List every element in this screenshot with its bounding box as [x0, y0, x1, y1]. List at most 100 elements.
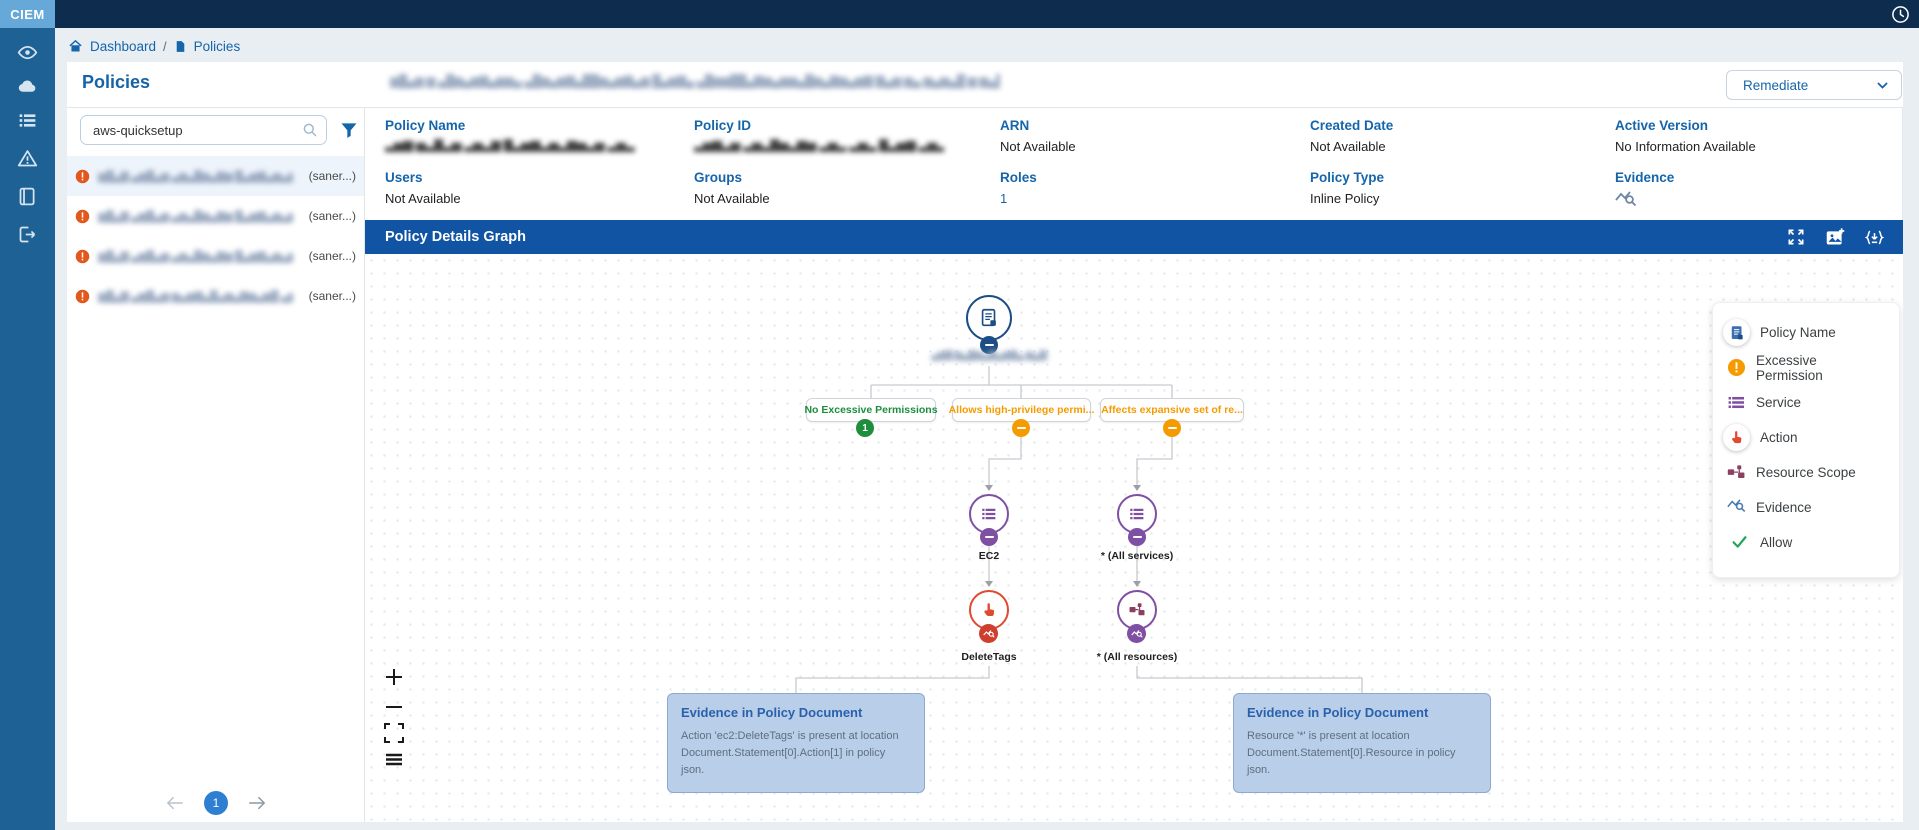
legend-item: Resource Scope	[1727, 455, 1885, 490]
legend-item: Excessive Permission	[1727, 350, 1885, 385]
field-label[interactable]: Policy Type	[1310, 170, 1385, 185]
graph-connectors	[795, 366, 1363, 693]
zoom-out-icon[interactable]	[383, 696, 405, 718]
service-node-label: * (All services)	[1100, 550, 1174, 562]
excessive-permission-icon	[1727, 358, 1746, 377]
field-label[interactable]: Roles	[1000, 170, 1037, 185]
field-value: Not Available	[1000, 139, 1076, 154]
policy-suffix: (saner...)	[308, 169, 356, 183]
policy-root-node[interactable]	[966, 295, 1012, 341]
collapse-badge[interactable]	[980, 528, 998, 546]
collapse-badge[interactable]	[980, 336, 998, 354]
field-label[interactable]: Groups	[694, 170, 743, 185]
download-json-icon[interactable]	[1864, 227, 1885, 248]
field-value: Not Available	[694, 191, 770, 206]
top-bar	[0, 0, 1919, 28]
field-value-redacted: ▄▆▇▄▆ ▄▆▄█▆▄▇▆ ▄▆▄ ▄▆▄ █▄▆▇ ▄▆▄▆ ▄▆▄ ▄▆▄	[694, 139, 944, 152]
field-value: No Information Available	[1615, 139, 1756, 154]
collapse-badge[interactable]	[1012, 419, 1030, 437]
field-groups: Groups Not Available	[694, 170, 984, 206]
field-label[interactable]: Evidence	[1615, 170, 1675, 185]
field-label[interactable]: Created Date	[1310, 118, 1394, 133]
sidebar	[0, 28, 55, 830]
graph-panel-header: Policy Details Graph	[365, 220, 1903, 254]
breadcrumb-policies[interactable]: Policies	[193, 39, 241, 54]
policy-title-redacted: ▆█▄▆ ▆ ▄█▆▄▆▇▄▆▆▄ ▄█▆▄▆▇▄██▆▄▆▇▄▆ █▄▆▇▄ …	[390, 74, 1000, 88]
graph-legend: Policy Name Excessive Permission Service…	[1712, 302, 1900, 578]
chevron-down-icon	[1877, 82, 1888, 89]
field-value: Not Available	[385, 191, 461, 206]
breadcrumb-separator: /	[163, 39, 167, 54]
service-icon	[1727, 393, 1746, 412]
field-label[interactable]: Users	[385, 170, 423, 185]
prev-page-icon[interactable]	[166, 796, 184, 810]
finding-no-excessive-permissions[interactable]: No Excessive Permissions	[804, 398, 938, 422]
finding-count-badge[interactable]: 1	[856, 419, 874, 437]
search-icon	[302, 122, 318, 138]
book-icon[interactable]	[17, 186, 38, 207]
evidence-box-body: Resource '*' is present at location Docu…	[1247, 730, 1456, 777]
legend-label: Policy Name	[1760, 325, 1836, 340]
field-active-version: Active Version No Information Available	[1615, 118, 1905, 154]
policy-graph-canvas[interactable]: ▄▆▇ ▆▄█▆▄▇▄▆▇▄ ▆▄▇ No Excessive Permissi…	[365, 254, 1903, 822]
evidence-badge[interactable]	[1127, 624, 1146, 643]
evidence-icon	[1727, 498, 1746, 517]
field-label[interactable]: ARN	[1000, 118, 1030, 133]
eye-icon[interactable]	[17, 42, 38, 63]
page-number[interactable]: 1	[204, 791, 228, 815]
field-label[interactable]: Policy Name	[385, 118, 466, 133]
collapse-badge[interactable]	[1128, 528, 1146, 546]
field-value[interactable]: 1	[1000, 191, 1008, 206]
evidence-box: Evidence in Policy Document Action 'ec2:…	[667, 693, 925, 793]
pagination: 1	[67, 786, 365, 820]
policy-suffix: (saner...)	[308, 289, 356, 303]
policy-name-redacted: ▆█▄▇ ▄▆█▄▆ ▆▄▆▇▄█▄▆▄▇▆▄▆█ ▄▆ ..	[98, 290, 293, 303]
finding-expansive-resources[interactable]: Affects expansive set of re...	[1100, 398, 1244, 422]
next-page-icon[interactable]	[248, 796, 266, 810]
list-icon[interactable]	[17, 110, 38, 131]
resource-scope-icon	[1128, 601, 1146, 619]
field-roles: Roles 1	[1000, 170, 1290, 206]
finding-high-privilege[interactable]: Allows high-privilege permi...	[949, 398, 1094, 422]
signout-icon[interactable]	[17, 224, 38, 245]
policy-list-item[interactable]: ▆█▄▇ ▄▆█▄▆ ▆▄▆▇▄█▄▆▄▇▆▄▆█ ▄▆ .. (saner..…	[67, 276, 364, 316]
cloud-icon[interactable]	[17, 76, 38, 97]
resource-node-all-resources[interactable]	[1117, 590, 1157, 630]
document-icon	[174, 39, 187, 54]
evidence-badge[interactable]	[979, 624, 998, 643]
breadcrumb-dashboard[interactable]: Dashboard	[90, 39, 157, 54]
resource-scope-icon	[1727, 463, 1746, 482]
policy-list-item[interactable]: ▆█▄▇ ▄▆█▄▆ ▄▆▄█▆▄▇▆ █▄▆▇▄▆▄▆▇██▄▆▇ . (sa…	[67, 196, 364, 236]
page-title: Policies	[82, 72, 151, 92]
policy-list-panel	[67, 108, 365, 822]
export-image-icon[interactable]	[1825, 227, 1846, 248]
field-label[interactable]: Policy ID	[694, 118, 752, 133]
warning-icon[interactable]	[17, 148, 38, 169]
field-evidence: Evidence	[1615, 170, 1905, 206]
filter-icon[interactable]	[339, 120, 359, 140]
zoom-in-icon[interactable]	[383, 666, 405, 688]
field-value-redacted: ▄▆▇ ▆▄█▄▆ ▄▆▄▇ █▄▆▇▄▆▄▇▆▄▆ ▄▆▄ █▄▆▇ ▄▆▄▆	[385, 139, 635, 152]
app-logo: CIEM	[0, 0, 55, 28]
policy-list-item[interactable]: ▆█▄▇ ▄▆█▄▆ ▄▆▄█▆▄▇▆ █▄▆▇▄▆▄▆▇██▄▆▇ . (sa…	[67, 156, 364, 196]
field-value: Not Available	[1310, 139, 1386, 154]
evidence-icon[interactable]	[1615, 190, 1637, 206]
legend-label: Evidence	[1756, 500, 1812, 515]
field-arn: ARN Not Available	[1000, 118, 1290, 154]
home-icon[interactable]	[68, 39, 83, 54]
breadcrumb: Dashboard / Policies	[68, 39, 240, 54]
fit-view-icon[interactable]	[383, 722, 405, 744]
expand-icon[interactable]	[1786, 227, 1807, 248]
layers-icon[interactable]	[383, 749, 405, 771]
field-label[interactable]: Active Version	[1615, 118, 1709, 133]
search-input[interactable]	[80, 115, 327, 145]
evidence-box-title: Evidence in Policy Document	[1247, 705, 1429, 720]
excessive-permission-icon	[75, 169, 90, 184]
policy-list-item[interactable]: ▆█▄▇ ▄▆█▄▆ ▄▆▄█▆▄▇▆ █▄▆▇▄▆▄▆▇██▄▆▇ . (sa…	[67, 236, 364, 276]
clock-icon[interactable]	[1891, 5, 1910, 24]
field-users: Users Not Available	[385, 170, 675, 206]
collapse-badge[interactable]	[1163, 419, 1181, 437]
field-policy-name: Policy Name ▄▆▇ ▆▄█▄▆ ▄▆▄▇ █▄▆▇▄▆▄▇▆▄▆ ▄…	[385, 118, 675, 152]
remediate-dropdown[interactable]: Remediate	[1726, 70, 1902, 100]
